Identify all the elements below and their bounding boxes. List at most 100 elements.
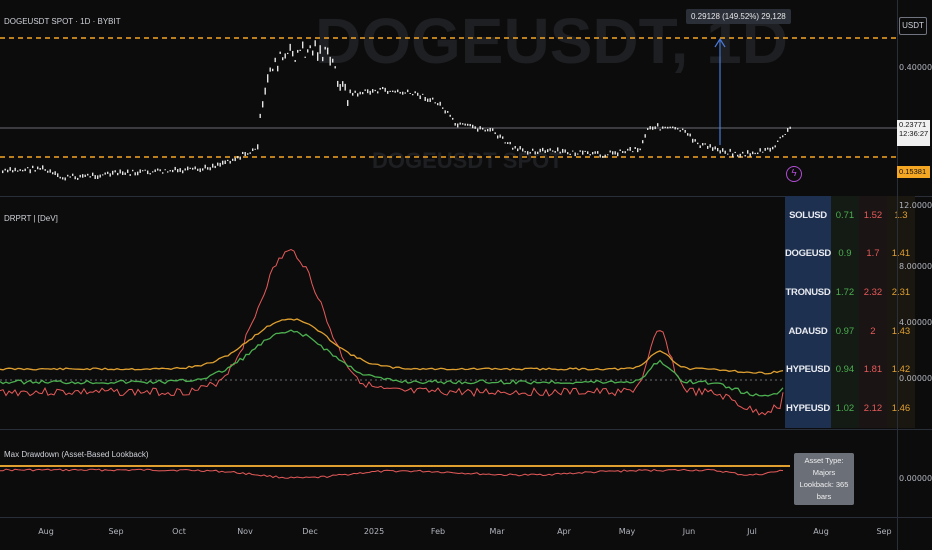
price-candle xyxy=(249,152,251,154)
value-green-cell: 0.97 xyxy=(830,311,859,351)
price-candle xyxy=(272,68,274,72)
price-candle xyxy=(767,147,769,150)
price-candle xyxy=(304,56,306,58)
price-candle xyxy=(322,56,324,62)
time-axis-label: Aug xyxy=(813,527,829,536)
price-candle xyxy=(617,152,619,157)
price-candle xyxy=(667,126,669,129)
price-candle xyxy=(704,143,706,145)
price-candle xyxy=(274,57,276,63)
price-candle xyxy=(449,114,451,117)
price-candle xyxy=(529,151,531,154)
price-candle xyxy=(344,83,346,91)
drawdown-chart[interactable] xyxy=(0,430,897,517)
price-candle xyxy=(54,171,56,176)
price-candle xyxy=(232,158,234,161)
price-candle xyxy=(334,66,336,69)
price-candle xyxy=(517,148,519,152)
price-candle xyxy=(49,169,51,173)
price-axis[interactable] xyxy=(897,0,932,550)
comparison-row: SOLUSD 0.71 1.52 1.3 xyxy=(785,196,915,235)
price-candle xyxy=(117,172,119,176)
price-candle xyxy=(722,148,724,152)
value-green-cell: 1.72 xyxy=(830,273,859,312)
price-axis-label: 0.40000 xyxy=(899,63,932,72)
price-candle xyxy=(627,148,629,151)
price-candle xyxy=(579,150,581,152)
comparison-row: HYPEUSD 1.02 2.12 1.46 xyxy=(785,388,915,428)
price-candle xyxy=(277,65,279,72)
pane-separator[interactable] xyxy=(0,196,932,197)
price-candle xyxy=(419,95,421,100)
price-candle xyxy=(324,46,326,50)
price-candle xyxy=(312,50,314,56)
price-candle xyxy=(34,170,36,172)
last-price-box: 0.23771 12:36:27 xyxy=(897,120,930,146)
price-candle xyxy=(317,52,319,61)
price-candle xyxy=(577,153,579,155)
price-candle xyxy=(127,169,129,173)
pane-separator[interactable] xyxy=(0,429,932,430)
price-candle xyxy=(397,89,399,93)
drawdown-title[interactable]: Max Drawdown (Asset-Based Lookback) xyxy=(4,450,149,459)
value-red-cell: 1.52 xyxy=(858,196,887,235)
price-candle xyxy=(659,129,661,131)
price-candle xyxy=(99,174,101,178)
price-candle xyxy=(584,150,586,152)
last-price-label: 0.23771 xyxy=(899,120,927,129)
indicator-chart[interactable] xyxy=(0,197,897,429)
price-candle xyxy=(594,151,596,154)
price-candle xyxy=(774,145,776,148)
price-candle xyxy=(234,157,236,162)
price-candle xyxy=(92,172,94,176)
price-candle xyxy=(299,49,301,51)
price-candle xyxy=(777,140,779,142)
currency-button[interactable]: USDT xyxy=(899,17,927,35)
price-candle xyxy=(104,172,106,175)
price-candle xyxy=(679,130,681,132)
price-candle xyxy=(682,128,684,131)
price-candle xyxy=(462,123,464,125)
price-candle xyxy=(599,154,601,158)
price-candle xyxy=(744,155,746,157)
price-candle xyxy=(742,151,744,154)
price-candle xyxy=(639,148,641,151)
symbol-cell: DOGEUSD xyxy=(785,234,831,274)
price-candle xyxy=(307,49,309,53)
price-chart[interactable] xyxy=(0,0,897,196)
time-axis-label: Sep xyxy=(108,527,124,536)
price-candle xyxy=(552,150,554,152)
price-candle xyxy=(677,128,679,130)
price-candle xyxy=(192,167,194,170)
price-candle xyxy=(412,93,414,96)
price-candle xyxy=(692,138,694,143)
price-candle xyxy=(354,90,356,93)
comparison-row: ADAUSD 0.97 2 1.43 xyxy=(785,311,915,351)
price-candle xyxy=(39,167,41,170)
price-candle xyxy=(752,151,754,155)
price-candle xyxy=(502,136,504,139)
indicator-title[interactable]: DRPRT | [DeV] xyxy=(4,214,58,223)
price-candle xyxy=(137,171,139,176)
indicator-axis-label: 8.00000 xyxy=(899,262,932,271)
price-candle xyxy=(669,126,671,129)
price-candle xyxy=(379,87,381,90)
price-candle xyxy=(377,91,379,94)
price-candle xyxy=(349,89,351,94)
price-candle xyxy=(637,148,639,153)
price-candle xyxy=(14,167,16,172)
flash-icon[interactable]: ϟ xyxy=(786,166,802,182)
price-candle xyxy=(302,41,304,49)
price-candle xyxy=(574,152,576,157)
price-candle xyxy=(384,87,386,92)
price-candle xyxy=(432,97,434,100)
symbol-cell: TRONUSD xyxy=(785,273,831,312)
price-candle xyxy=(399,91,401,94)
comparison-row: DOGEUSD 0.9 1.7 1.41 xyxy=(785,234,915,274)
price-candle xyxy=(619,149,621,151)
value-green-cell: 1.02 xyxy=(830,388,859,428)
price-candle xyxy=(289,43,291,51)
price-candle xyxy=(782,135,784,138)
symbol-title[interactable]: DOGEUSDT SPOT · 1D · BYBIT xyxy=(4,17,121,26)
price-candle xyxy=(182,170,184,174)
